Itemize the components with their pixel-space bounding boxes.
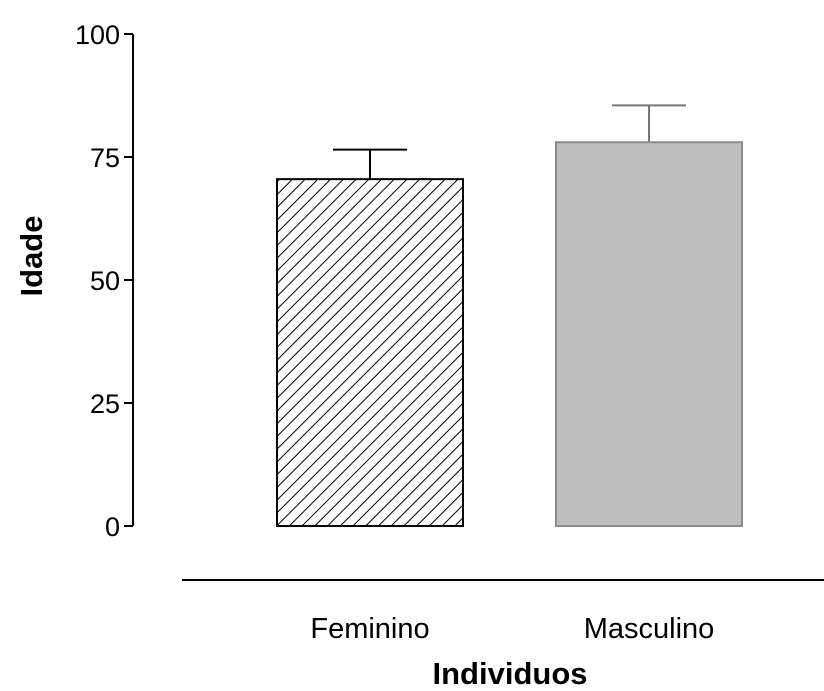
y-tick-label: 100 [75,20,120,50]
x-category-label: Feminino [310,613,429,645]
x-axis-title: Individuos [433,656,588,691]
y-axis: 0 25 50 75 100 [75,20,134,542]
bar-feminino [276,178,464,527]
y-tick-label: 25 [90,389,120,419]
x-axis-labels: Feminino Masculino [310,613,714,645]
y-axis-title: Idade [14,216,49,297]
y-tick-label: 50 [90,266,120,296]
bars-group [276,104,743,528]
y-tick-label: 0 [105,512,120,542]
bar-masculino [555,141,743,528]
y-tick-label: 75 [90,143,120,173]
x-category-label: Masculino [584,613,715,645]
